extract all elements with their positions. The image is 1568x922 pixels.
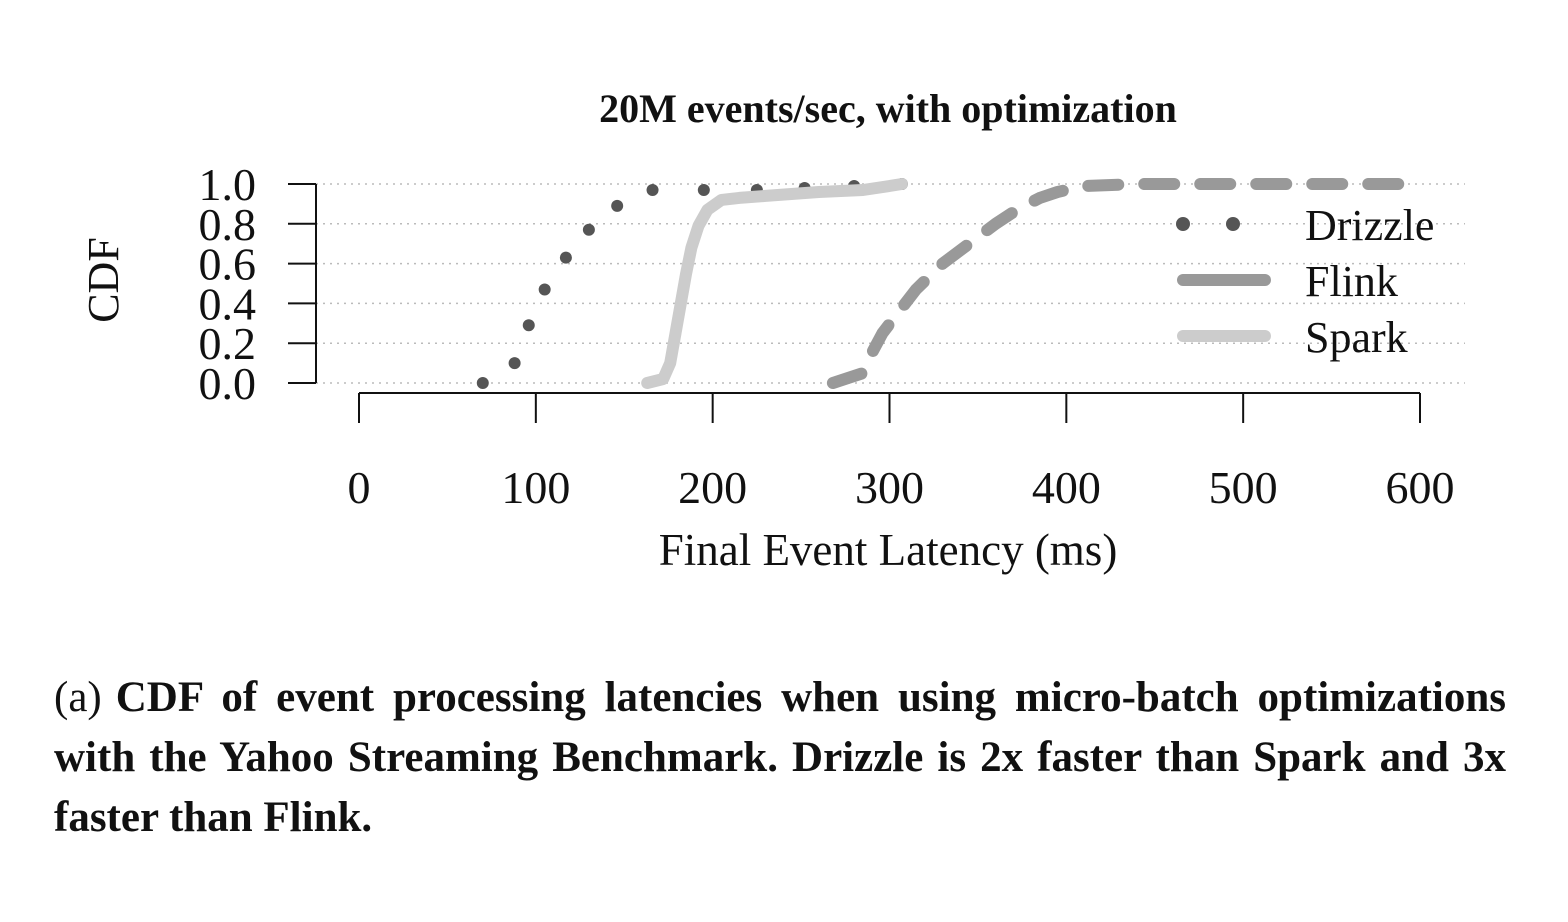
series-layer (476, 178, 1409, 389)
data-point (611, 199, 624, 212)
legend-label: Flink (1305, 257, 1398, 306)
x-tick-label: 300 (855, 462, 924, 513)
legend-item-spark: Spark (1177, 313, 1408, 362)
caption-text: CDF of event processing latencies when u… (54, 674, 1506, 841)
x-tick-label: 0 (348, 462, 371, 513)
data-point (697, 183, 710, 196)
chart-title: 20M events/sec, with optimization (599, 86, 1177, 131)
legend: Drizzle Flink Spark (1176, 201, 1434, 362)
data-point (646, 183, 659, 196)
x-axis-label: Final Event Latency (ms) (659, 525, 1118, 575)
grid-lines (316, 183, 1465, 384)
y-tick-label: 0.6 (199, 239, 257, 290)
legend-marker (1176, 217, 1190, 231)
data-point (582, 223, 595, 236)
x-tick-label: 100 (501, 462, 570, 513)
legend-marker (1226, 217, 1240, 231)
data-point (476, 377, 489, 389)
data-point (522, 319, 535, 332)
legend-label: Drizzle (1305, 201, 1434, 250)
cdf-chart: 0.00.20.40.60.81.0 0 100 200 300 400 500 600 Dr… (79, 86, 1465, 575)
legend-item-flink: Flink (1177, 257, 1398, 306)
series-drizzle (476, 178, 908, 389)
y-tick-label: 0.4 (199, 278, 257, 329)
x-tick-label: 500 (1209, 462, 1278, 513)
data-point (559, 251, 572, 264)
y-tick-label: 0.8 (199, 199, 257, 250)
caption-tag: (a) (54, 674, 102, 721)
y-axis-label: CDF (79, 237, 128, 323)
series-flink (826, 178, 1409, 389)
x-tick-label: 600 (1386, 462, 1455, 513)
y-tick-label: 0.0 (199, 358, 257, 409)
x-tick-label: 400 (1032, 462, 1101, 513)
data-point (508, 357, 521, 370)
chart-figure: 0.0 0.2 0.4 0.6 0.8 1.0 0 100 200 300 400 500 600 Dr… (79, 86, 1465, 575)
y-tick-label: 0.2 (199, 318, 257, 369)
axes: 0.00.20.40.60.81.0 0 100 200 300 400 500 600 (199, 159, 1455, 513)
series-spark (641, 178, 908, 389)
figure-caption: (a) CDF of event processing latencies whe… (54, 668, 1506, 848)
legend-item-drizzle: Drizzle (1176, 201, 1434, 250)
y-tick-label: 1.0 (199, 159, 257, 210)
data-point (538, 283, 551, 296)
legend-label: Spark (1305, 313, 1408, 362)
x-tick-label: 200 (678, 462, 747, 513)
series-line (641, 178, 908, 389)
series-line (826, 178, 1409, 389)
